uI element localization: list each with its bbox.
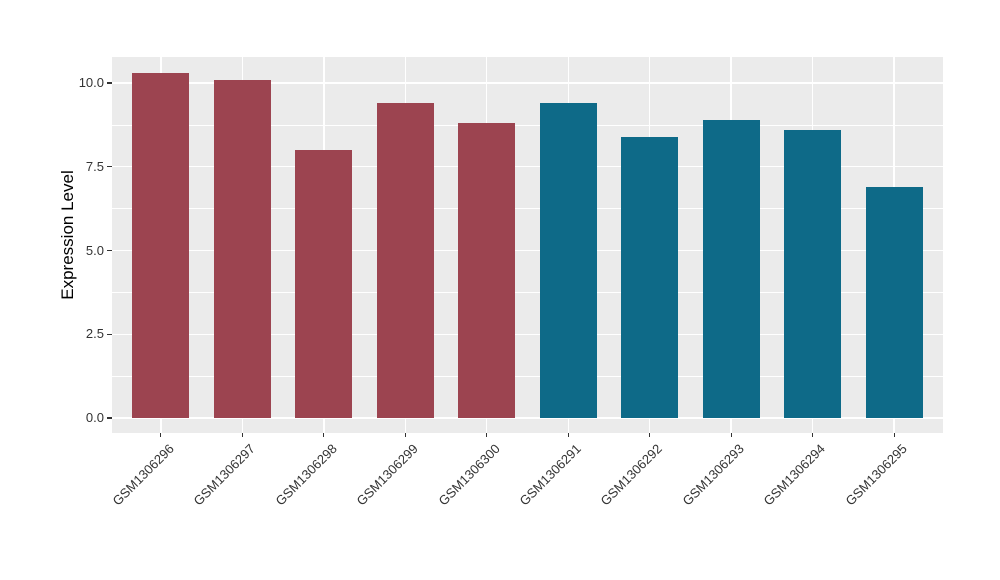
minor-gridline (112, 208, 943, 209)
x-tick-mark (241, 433, 243, 437)
y-tick-label: 7.5 (85, 158, 104, 174)
x-tick-mark (567, 433, 569, 437)
x-tick-mark (323, 433, 325, 437)
minor-gridline (112, 375, 943, 377)
bar-GSM1306295 (865, 186, 923, 418)
x-tick-mark (404, 433, 406, 437)
major-gridline (112, 333, 943, 335)
y-tick-label: 2.5 (85, 326, 104, 342)
minor-gridline (112, 292, 943, 293)
x-tick-label: GSM1306296 (109, 441, 177, 509)
y-axis-title: Expression Level (58, 170, 77, 300)
x-tick-mark (893, 433, 895, 437)
major-gridline (112, 417, 943, 419)
x-tick-label: GSM1306293 (679, 441, 747, 509)
x-tick-mark (730, 433, 732, 437)
y-tick-mark (107, 417, 112, 419)
x-tick-mark (160, 433, 162, 437)
x-tick-label: GSM1306294 (760, 441, 829, 509)
bar-GSM1306300 (458, 123, 516, 418)
x-tick-label: GSM1306300 (435, 441, 503, 509)
y-tick-mark (107, 249, 112, 252)
bar-GSM1306292 (621, 136, 679, 418)
bar-GSM1306293 (702, 119, 760, 418)
x-tick-mark (649, 433, 651, 437)
x-tick-label: GSM1306299 (353, 441, 421, 509)
y-tick-label: 5.0 (85, 242, 104, 258)
x-tick-label: GSM1306295 (842, 441, 910, 509)
bar-GSM1306299 (376, 103, 434, 418)
y-tick-mark (107, 333, 112, 335)
bar-GSM1306297 (213, 79, 271, 418)
bar-GSM1306296 (132, 72, 190, 418)
major-gridline (112, 249, 943, 252)
x-tick-label: GSM1306297 (190, 441, 258, 509)
x-tick-label: GSM1306298 (272, 441, 340, 509)
x-tick-label: GSM1306292 (597, 441, 666, 509)
bar-GSM1306298 (295, 150, 353, 418)
y-tick-mark (107, 166, 112, 168)
x-tick-mark (812, 433, 814, 437)
y-tick-label: 0.0 (85, 410, 104, 425)
major-gridline (112, 166, 943, 168)
y-tick-mark (107, 82, 112, 84)
x-tick-mark (486, 433, 488, 437)
bar-GSM1306294 (784, 129, 842, 418)
minor-gridline (112, 124, 943, 126)
x-tick-label: GSM1306291 (516, 441, 584, 509)
plot-panel (112, 57, 943, 433)
major-gridline (112, 82, 943, 84)
bar-GSM1306291 (539, 103, 597, 418)
y-tick-label: 10.0 (78, 75, 104, 90)
